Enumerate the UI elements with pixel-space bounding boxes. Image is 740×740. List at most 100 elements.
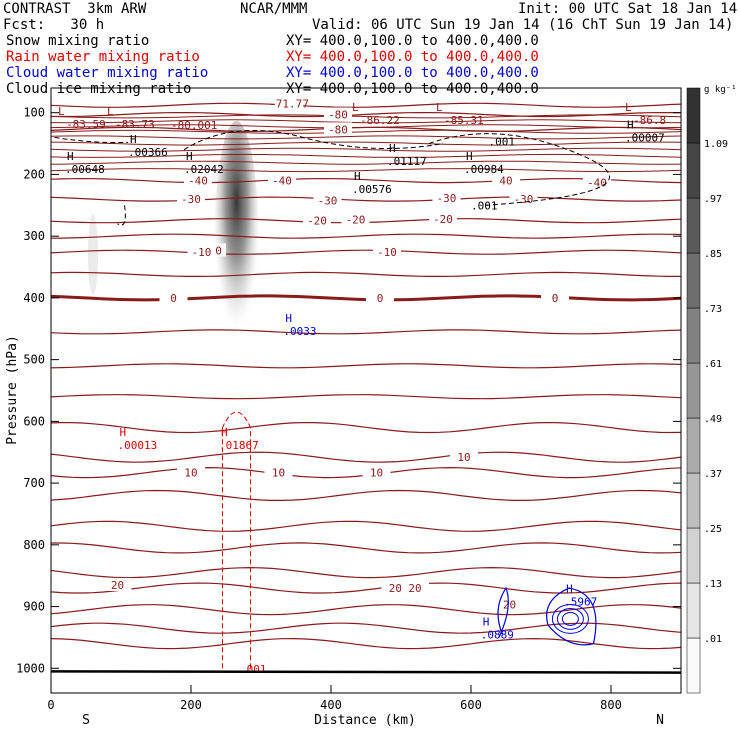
ice-max-value: .001 (489, 135, 516, 148)
contour-label: -20 (307, 215, 327, 228)
temperature-contour (51, 249, 681, 255)
cloud-water-contour (546, 587, 597, 646)
ice-max-value: .00007 (625, 132, 665, 145)
temperature-contour (51, 147, 681, 152)
low-value: -80.001 (171, 119, 217, 132)
contour-label: -30 (181, 193, 201, 206)
contour-label: -10 (192, 246, 212, 259)
contour-label: 0 (552, 292, 559, 305)
init-time: Init: 00 UTC Sat 18 Jan 14 (518, 1, 738, 17)
colorbar-swatch (686, 637, 701, 694)
colorbar-swatch (686, 472, 701, 529)
contour-label-bg (341, 212, 370, 226)
y-tick-label: 100 (23, 106, 45, 120)
contour-label: 0 (377, 292, 384, 305)
temperature-contour (51, 153, 681, 158)
cloud-water-max-marker: H (566, 582, 573, 595)
temperature-contour (51, 329, 681, 335)
contour-label: 20 (111, 579, 124, 592)
cloud-ice-contour (54, 136, 129, 144)
contour-label-bg (373, 245, 401, 259)
contour-label: -40 (587, 176, 607, 189)
temperature-contour (51, 119, 681, 124)
rain-max-value: .01867 (219, 439, 259, 452)
contour-label-bg (401, 581, 429, 595)
colorbar-swatch (686, 252, 701, 309)
ice-max-marker: H (466, 150, 473, 163)
low-value: -86.22 (360, 114, 400, 127)
low-value: -86.8 (633, 114, 666, 127)
plot-frame (50, 87, 682, 694)
y-tick-label: 900 (23, 600, 45, 614)
contour-label-bg (159, 290, 188, 304)
temperature-contour (51, 542, 681, 554)
temperature-contour (51, 489, 681, 501)
contour-label: -40 (188, 175, 208, 188)
y-axis-label: Pressure (hPa) (5, 335, 20, 445)
legend-snow-xy: XY= 400.0,100.0 to 400.0,400.0 (286, 33, 539, 49)
contour-label-bg (275, 96, 303, 110)
temperature-contour (51, 566, 681, 579)
contour-label-bg (313, 193, 342, 207)
contour-label: 10 (457, 451, 470, 464)
cloud-water-contour (551, 604, 589, 634)
low-value: -85.31 (444, 114, 484, 127)
contour-label: -80 (328, 123, 348, 136)
contour-label: -30 (514, 193, 534, 206)
contour-label: -10 (377, 246, 397, 259)
contour-label: -30 (318, 194, 338, 207)
y-tick-label: 400 (23, 291, 45, 305)
colorbar-label: .73 (704, 304, 722, 315)
colorbar-label: 1.09 (704, 139, 728, 150)
axis-end-north: N (656, 713, 664, 728)
temperature-contour (51, 102, 681, 108)
ice-max-value: .00576 (352, 183, 392, 196)
low-value: -83.59 (66, 118, 106, 131)
colorbar-label: .37 (704, 469, 722, 480)
rain-max-value: .00013 (118, 439, 158, 452)
contour-label-bg (324, 107, 352, 121)
contour-label-bg (187, 245, 216, 259)
low-marker: L (625, 101, 632, 114)
contour-label: -20 (433, 213, 453, 226)
colorbar-swatch (686, 142, 701, 199)
contour-label-bg (541, 290, 569, 304)
contour-label-bg (495, 597, 524, 611)
cloud-ice-contour (428, 133, 610, 206)
temperature-contour (51, 271, 681, 277)
colorbar-swatch (686, 417, 701, 474)
contour-label: -80 (328, 109, 348, 122)
temperature-contour (51, 114, 681, 119)
ice-max-marker: H (627, 119, 634, 132)
snow-shading-faint (88, 214, 98, 295)
temperature-contour (51, 135, 681, 140)
temperature-contour (51, 637, 681, 650)
model-title: CONTRAST 3km ARW (3, 1, 147, 17)
colorbar-unit: g kg⁻¹ (704, 85, 737, 95)
contour-label-bg (303, 213, 331, 227)
legend-rain-xy: XY= 400.0,100.0 to 400.0,400.0 (286, 49, 539, 65)
colorbar-swatch (686, 87, 701, 144)
colorbar-label: .01 (704, 634, 722, 645)
temperature-contour (51, 233, 681, 239)
contour-label: -20 (346, 213, 366, 226)
temperature-contour (51, 582, 681, 594)
colorbar-label: .85 (704, 249, 722, 260)
contour-label-bg (366, 290, 394, 304)
rain-max-marker: H (120, 426, 127, 439)
colorbar-swatch (686, 527, 701, 584)
contour-label: 20 (408, 582, 421, 595)
valid-time: Valid: 06 UTC Sun 19 Jan 14 (16 ChT Sun … (312, 17, 734, 33)
low-marker: L (107, 105, 114, 118)
contour-label-bg (324, 122, 352, 136)
colorbar-swatch (686, 307, 701, 364)
legend-cloud-ice-xy: XY= 400.0,100.0 to 400.0,400.0 (286, 81, 539, 97)
org-label: NCAR/MMM (240, 1, 308, 17)
temperature-contour (51, 112, 681, 118)
contour-label-bg (103, 577, 132, 591)
ice-max-marker: H (354, 170, 361, 183)
ice-max-value: .01117 (387, 155, 427, 168)
legend-cloud-water-xy: XY= 400.0,100.0 to 400.0,400.0 (286, 65, 539, 81)
contour-label: -71.77 (269, 97, 309, 110)
